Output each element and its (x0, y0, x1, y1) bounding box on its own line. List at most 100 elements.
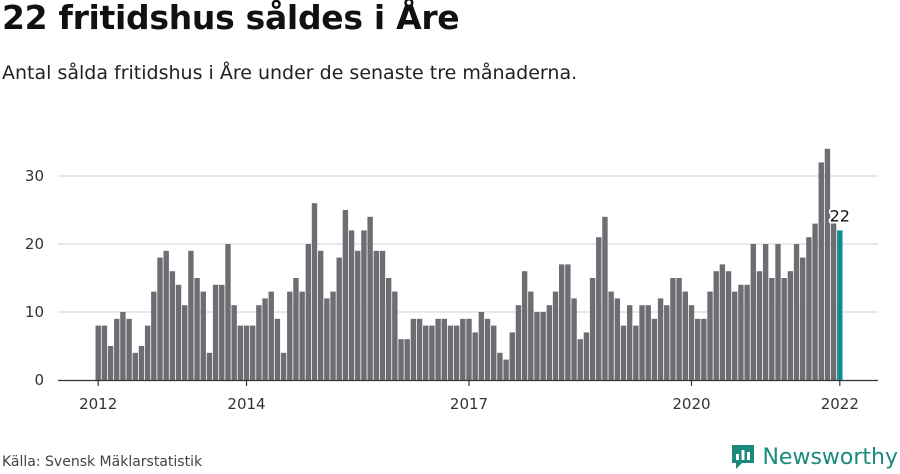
bar (664, 305, 670, 380)
bar (682, 291, 688, 380)
bar (182, 305, 188, 380)
bar (676, 278, 682, 380)
bar (719, 264, 726, 380)
bar (107, 346, 114, 380)
bar (373, 250, 379, 380)
bar (651, 318, 658, 380)
bar (429, 325, 435, 380)
bar (460, 318, 466, 380)
highlight-data-label: 22 (830, 206, 850, 225)
bar (812, 223, 818, 380)
bar (497, 352, 503, 380)
bar (169, 271, 176, 380)
bar (756, 271, 763, 380)
bar (800, 257, 806, 380)
brand-logo[interactable]: Newsworthy (730, 443, 898, 471)
bar (645, 305, 651, 380)
bar (206, 352, 213, 380)
bar (348, 230, 355, 380)
bar (447, 325, 454, 380)
bar (379, 250, 386, 380)
chart-subtitle: Antal sålda fritidshus i Åre under de se… (2, 62, 578, 84)
bar (423, 325, 429, 380)
bars (95, 148, 843, 380)
bar (608, 291, 614, 380)
bar (416, 318, 423, 380)
bar (342, 210, 349, 380)
bar (237, 325, 244, 380)
bar (688, 305, 695, 380)
bar (694, 318, 701, 380)
bar (367, 216, 373, 380)
bar (596, 237, 602, 380)
bar (144, 325, 151, 380)
bar (175, 284, 182, 380)
bar (793, 244, 800, 380)
bar (713, 271, 719, 380)
y-tick-label: 0 (34, 371, 44, 389)
bar (732, 291, 738, 380)
bar (453, 325, 460, 380)
bar (250, 325, 256, 380)
bar (157, 257, 163, 380)
bar (324, 298, 330, 380)
bar (707, 291, 713, 380)
bar (188, 250, 194, 380)
bar (818, 162, 824, 380)
bar (101, 325, 108, 380)
y-tick-label: 30 (25, 167, 44, 185)
bar (701, 318, 707, 380)
bar (95, 325, 101, 380)
bar (355, 250, 361, 380)
bar (534, 312, 540, 380)
bar (336, 257, 342, 380)
x-axis: 2012 2014 2017 2020 2022 (58, 379, 878, 413)
bar (330, 291, 336, 380)
bar (212, 284, 219, 380)
bar (256, 305, 262, 380)
bar (738, 284, 744, 380)
x-tick-label: 2017 (450, 395, 488, 413)
bar (725, 271, 732, 380)
bar (435, 318, 441, 380)
bar (577, 339, 583, 380)
y-tick-label: 10 (25, 303, 44, 321)
bar (521, 271, 528, 380)
bar (775, 244, 781, 380)
bar (317, 250, 324, 380)
bar (787, 271, 794, 380)
bar (769, 278, 775, 380)
bar (781, 278, 787, 380)
bar (311, 203, 318, 380)
newsworthy-logo-icon (732, 445, 755, 469)
bar (398, 339, 404, 380)
bar (200, 291, 206, 380)
bar (806, 237, 812, 380)
bar (299, 291, 305, 380)
bar (293, 278, 299, 380)
bar (410, 318, 417, 380)
bar (120, 312, 126, 380)
y-tick-label: 20 (25, 235, 44, 253)
bar (404, 339, 410, 380)
bar (262, 298, 268, 380)
bar (620, 325, 627, 380)
bar (385, 278, 392, 380)
bar (114, 318, 120, 380)
bar (589, 278, 596, 380)
bar (633, 325, 639, 380)
bar (837, 230, 843, 380)
chart-title: 22 fritidshus såldes i Åre (2, 0, 460, 37)
bar (509, 332, 515, 380)
bar (744, 284, 750, 380)
bar (639, 305, 645, 380)
brand-name: Newsworthy (762, 444, 898, 470)
bar (583, 332, 590, 380)
bar (571, 298, 577, 380)
bar (305, 244, 312, 380)
bar (231, 305, 237, 380)
bar (132, 352, 138, 380)
bar (670, 278, 676, 380)
bar (540, 312, 546, 380)
bar (466, 318, 472, 380)
